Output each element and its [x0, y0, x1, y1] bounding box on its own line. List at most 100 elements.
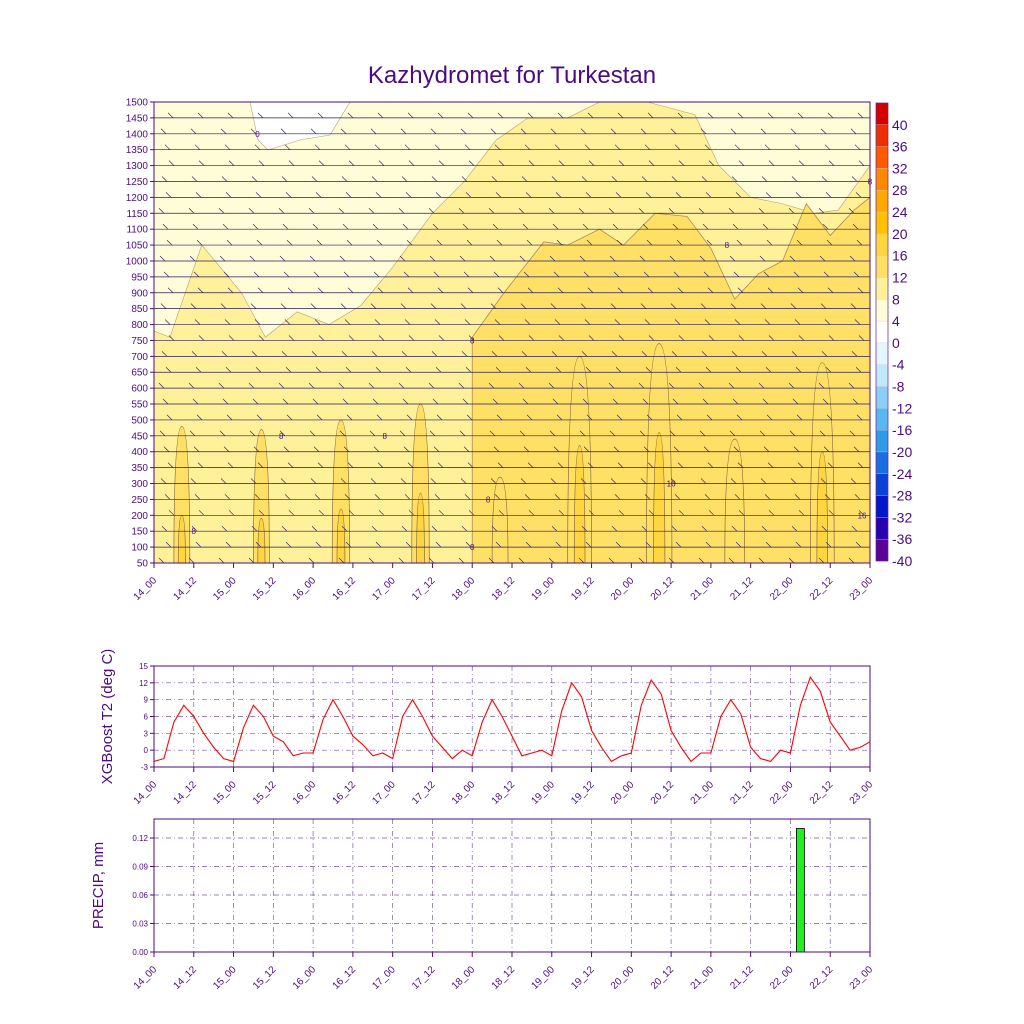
t2-x-tick-label: 17_00	[370, 779, 398, 807]
wind-barb	[677, 462, 684, 468]
wind-barb	[553, 271, 560, 278]
wind-barb	[158, 557, 165, 563]
wind-barb	[283, 446, 290, 452]
wind-barb	[549, 430, 556, 437]
y-tick-label: 650	[131, 368, 148, 379]
wind-barb	[581, 176, 588, 182]
wind-barb	[280, 303, 287, 309]
wind-barb	[828, 510, 835, 516]
wind-barb	[737, 112, 744, 119]
wind-barb	[374, 144, 381, 150]
temperature-colorbar: 4036322824201612840-4-8-12-16-20-24-28-3…	[875, 102, 912, 569]
wind-barb	[164, 319, 171, 325]
colorbar-swatch	[875, 451, 889, 474]
wind-barb	[611, 351, 618, 357]
wind-barb	[253, 446, 260, 452]
wind-barb	[167, 287, 174, 294]
wind-barb	[196, 414, 203, 421]
wind-barb	[228, 102, 229, 103]
wind-barb	[827, 462, 834, 468]
wind-barb	[432, 398, 439, 405]
wind-barb	[250, 303, 257, 309]
colorbar-swatch	[875, 473, 889, 496]
wind-barb	[371, 351, 378, 357]
wind-barb	[798, 335, 805, 341]
wind-barb	[644, 144, 651, 150]
wind-barb	[494, 494, 501, 500]
wind-barb	[824, 144, 831, 150]
wind-barb	[764, 319, 771, 325]
colorbar-label: -12	[892, 400, 912, 416]
wind-barb	[848, 208, 855, 214]
wind-barb	[375, 366, 382, 373]
wind-barb	[668, 382, 675, 389]
wind-barb	[224, 319, 231, 325]
wind-barb	[189, 255, 196, 262]
t2-y-tick-label: 9	[144, 696, 149, 705]
wind-barb	[435, 366, 442, 373]
wind-barb	[492, 398, 499, 405]
wind-barb	[283, 271, 290, 278]
wind-barb	[256, 414, 263, 421]
wind-barb	[798, 102, 799, 103]
wind-barb	[555, 192, 562, 198]
wind-barb	[523, 271, 530, 278]
wind-barb	[854, 494, 861, 500]
wind-barb	[825, 366, 832, 373]
wind-barb	[408, 102, 409, 103]
y-tick-label: 1100	[126, 225, 148, 236]
wind-barb	[704, 144, 711, 150]
wind-barb	[698, 208, 705, 214]
wind-barb	[459, 255, 466, 262]
wind-barb	[528, 510, 535, 516]
wind-barb	[610, 303, 617, 309]
wind-barb	[255, 366, 262, 373]
wind-barb	[639, 255, 646, 262]
y-tick-label: 50	[137, 559, 149, 570]
colorbar-label: -20	[892, 444, 912, 460]
wind-barb	[794, 144, 801, 150]
wind-barb	[288, 102, 289, 103]
wind-barb	[828, 160, 835, 166]
wind-barb	[555, 541, 562, 548]
wind-barb	[317, 462, 324, 468]
wind-barb	[280, 478, 287, 484]
precip-x-tick-label: 23_00	[848, 964, 876, 992]
wind-barb	[468, 160, 475, 166]
precip-x-tick-label: 19_00	[529, 964, 557, 992]
wind-barb	[854, 144, 861, 150]
t2-x-tick-label: 15_12	[251, 779, 279, 807]
wind-barb	[435, 192, 442, 198]
wind-barb	[408, 335, 415, 341]
wind-barb	[408, 160, 415, 166]
wind-barb	[431, 351, 438, 357]
t2-x-tick-label: 19_00	[529, 779, 557, 807]
wind-barb	[585, 192, 592, 198]
wind-barb	[798, 510, 805, 516]
wind-barb	[256, 239, 263, 246]
contour-label: 8	[382, 432, 387, 441]
wind-barb	[790, 303, 797, 309]
wind-barb	[858, 102, 859, 103]
wind-barb	[249, 255, 256, 262]
wind-barb	[818, 208, 825, 214]
wind-barb	[583, 446, 590, 452]
wind-barb	[613, 271, 620, 278]
wind-barb	[404, 144, 411, 150]
wind-barb	[704, 319, 711, 325]
wind-barb	[468, 510, 475, 516]
wind-barb	[705, 541, 712, 548]
wind-barb	[228, 160, 235, 166]
colorbar-label: -28	[892, 488, 912, 504]
wind-barb	[164, 144, 171, 150]
colorbar-label: -16	[892, 422, 912, 438]
wind-barb	[278, 557, 285, 563]
y-tick-label: 550	[131, 400, 148, 411]
precip-x-tick-label: 20_12	[649, 964, 677, 992]
wind-barb	[730, 303, 737, 309]
wind-barb	[340, 128, 347, 135]
y-tick-label: 1000	[126, 256, 149, 267]
colorbar-swatch	[875, 255, 889, 278]
x-tick-label: 20_12	[649, 575, 677, 603]
wind-barb	[701, 176, 708, 182]
